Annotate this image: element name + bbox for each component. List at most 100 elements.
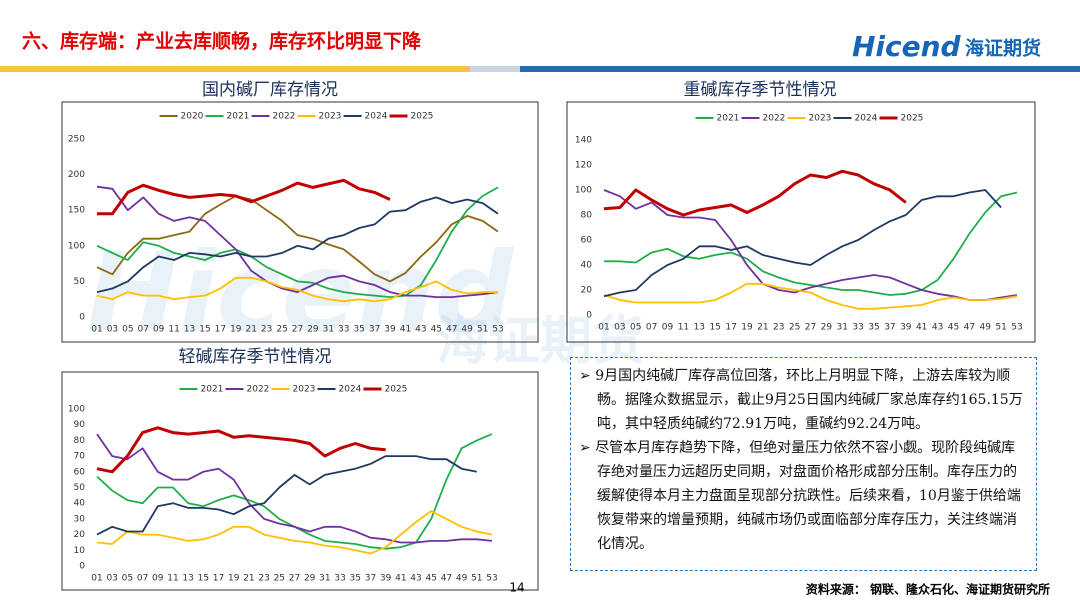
- series-line: [603, 189, 1002, 298]
- x-tick-label: 47: [964, 323, 975, 333]
- page-number: 14: [509, 581, 524, 595]
- x-tick-label: 33: [852, 323, 863, 333]
- x-tick-label: 47: [441, 574, 452, 584]
- x-tick-label: 43: [415, 325, 426, 335]
- series-line: [96, 195, 499, 283]
- chart-frame: [61, 101, 539, 343]
- header-title: 六、库存端：产业去库顺畅，库存环比明显下降: [22, 30, 422, 53]
- x-tick-label: 51: [995, 323, 1006, 333]
- y-tick-label: 140: [575, 136, 592, 146]
- x-tick-label: 01: [91, 325, 102, 335]
- x-tick-label: 35: [353, 325, 364, 335]
- x-tick-label: 23: [261, 325, 272, 335]
- y-tick-label: 120: [575, 161, 592, 171]
- x-tick-label: 45: [426, 574, 437, 584]
- x-tick-label: 17: [215, 325, 226, 335]
- chart-title: 重碱库存季节性情况: [684, 80, 837, 100]
- legend-label: 2023: [293, 385, 316, 395]
- y-tick-label: 10: [74, 546, 86, 556]
- x-tick-label: 39: [384, 325, 396, 335]
- y-tick-label: 90: [74, 420, 86, 430]
- x-tick-label: 49: [461, 325, 473, 335]
- x-tick-label: 31: [837, 323, 848, 333]
- x-tick-label: 09: [662, 323, 674, 333]
- y-tick-label: 0: [586, 311, 592, 321]
- x-tick-label: 27: [289, 574, 300, 584]
- y-tick-label: 30: [74, 514, 86, 524]
- x-tick-label: 19: [230, 325, 242, 335]
- x-tick-label: 05: [122, 574, 133, 584]
- y-tick-label: 0: [79, 313, 85, 323]
- y-tick-label: 40: [74, 499, 86, 509]
- y-tick-label: 20: [74, 530, 86, 540]
- x-tick-label: 49: [980, 323, 992, 333]
- notes-box: 9月国内纯碱厂库存高位回落，环比上月明显下降，上游去库较为顺畅。据隆众数据显示，…: [570, 357, 1037, 571]
- series-line: [96, 510, 493, 555]
- y-tick-label: 0: [79, 562, 85, 572]
- x-tick-label: 39: [900, 323, 912, 333]
- y-tick-label: 250: [68, 135, 85, 145]
- series-line: [96, 433, 493, 550]
- x-tick-label: 11: [167, 574, 178, 584]
- legend-label: 2025: [901, 114, 924, 124]
- x-tick-label: 29: [307, 325, 319, 335]
- x-tick-label: 17: [213, 574, 224, 584]
- y-tick-label: 100: [68, 241, 85, 251]
- series-line: [96, 196, 499, 293]
- note: 9月国内纯碱厂库存高位回落，环比上月明显下降，上游去库较为顺畅。据隆众数据显示，…: [579, 364, 1028, 436]
- watermark: Hicend: [87, 228, 515, 356]
- x-tick-label: 35: [868, 323, 879, 333]
- x-tick-label: 47: [446, 325, 457, 335]
- series-line: [604, 191, 1018, 296]
- header-bar: [470, 66, 520, 72]
- y-tick-label: 100: [575, 186, 592, 196]
- y-tick-label: 100: [68, 405, 85, 415]
- x-tick-label: 53: [492, 325, 503, 335]
- x-tick-label: 09: [153, 325, 165, 335]
- legend-label: 2021: [717, 114, 740, 124]
- x-tick-label: 31: [323, 325, 334, 335]
- series-line: [96, 186, 499, 298]
- chart-frame: [566, 101, 1036, 343]
- legend-label: 2024: [365, 112, 388, 122]
- x-tick-label: 09: [152, 574, 164, 584]
- y-tick-label: 70: [74, 452, 86, 462]
- y-tick-label: 150: [68, 206, 85, 216]
- legend-label: 2024: [339, 385, 362, 395]
- x-tick-label: 23: [258, 574, 269, 584]
- y-tick-label: 60: [581, 236, 593, 246]
- x-tick-label: 05: [630, 323, 641, 333]
- x-tick-label: 15: [198, 574, 209, 584]
- series-line: [96, 426, 386, 474]
- y-tick-label: 50: [74, 277, 86, 287]
- header-bar: [520, 66, 1080, 72]
- x-tick-label: 21: [243, 574, 254, 584]
- x-tick-label: 07: [138, 325, 149, 335]
- x-tick-label: 13: [184, 325, 195, 335]
- series-line: [603, 282, 1018, 310]
- x-tick-label: 53: [486, 574, 497, 584]
- x-tick-label: 23: [773, 323, 784, 333]
- x-tick-label: 25: [789, 323, 800, 333]
- x-tick-label: 27: [292, 325, 303, 335]
- x-tick-label: 53: [1011, 323, 1022, 333]
- x-tick-label: 39: [380, 574, 392, 584]
- x-tick-label: 43: [932, 323, 943, 333]
- y-tick-label: 80: [74, 436, 86, 446]
- x-tick-label: 37: [369, 325, 380, 335]
- x-tick-label: 29: [304, 574, 316, 584]
- x-tick-label: 29: [821, 323, 833, 333]
- x-tick-label: 33: [338, 325, 349, 335]
- series-line: [96, 185, 499, 298]
- x-tick-label: 11: [168, 325, 179, 335]
- legend-label: 2021: [201, 385, 224, 395]
- legend-label: 2024: [855, 114, 878, 124]
- note: 尽管本月库存趋势下降，但绝对量压力依然不容小觑。现阶段纯碱库存绝对量压力远超历史…: [579, 436, 1028, 556]
- x-tick-label: 33: [334, 574, 345, 584]
- y-tick-label: 80: [581, 211, 593, 221]
- header-bar: [0, 66, 470, 72]
- x-tick-label: 25: [274, 574, 285, 584]
- source: 资料来源： 钢联、隆众石化、海证期货研究所: [806, 582, 1050, 597]
- x-tick-label: 15: [709, 323, 720, 333]
